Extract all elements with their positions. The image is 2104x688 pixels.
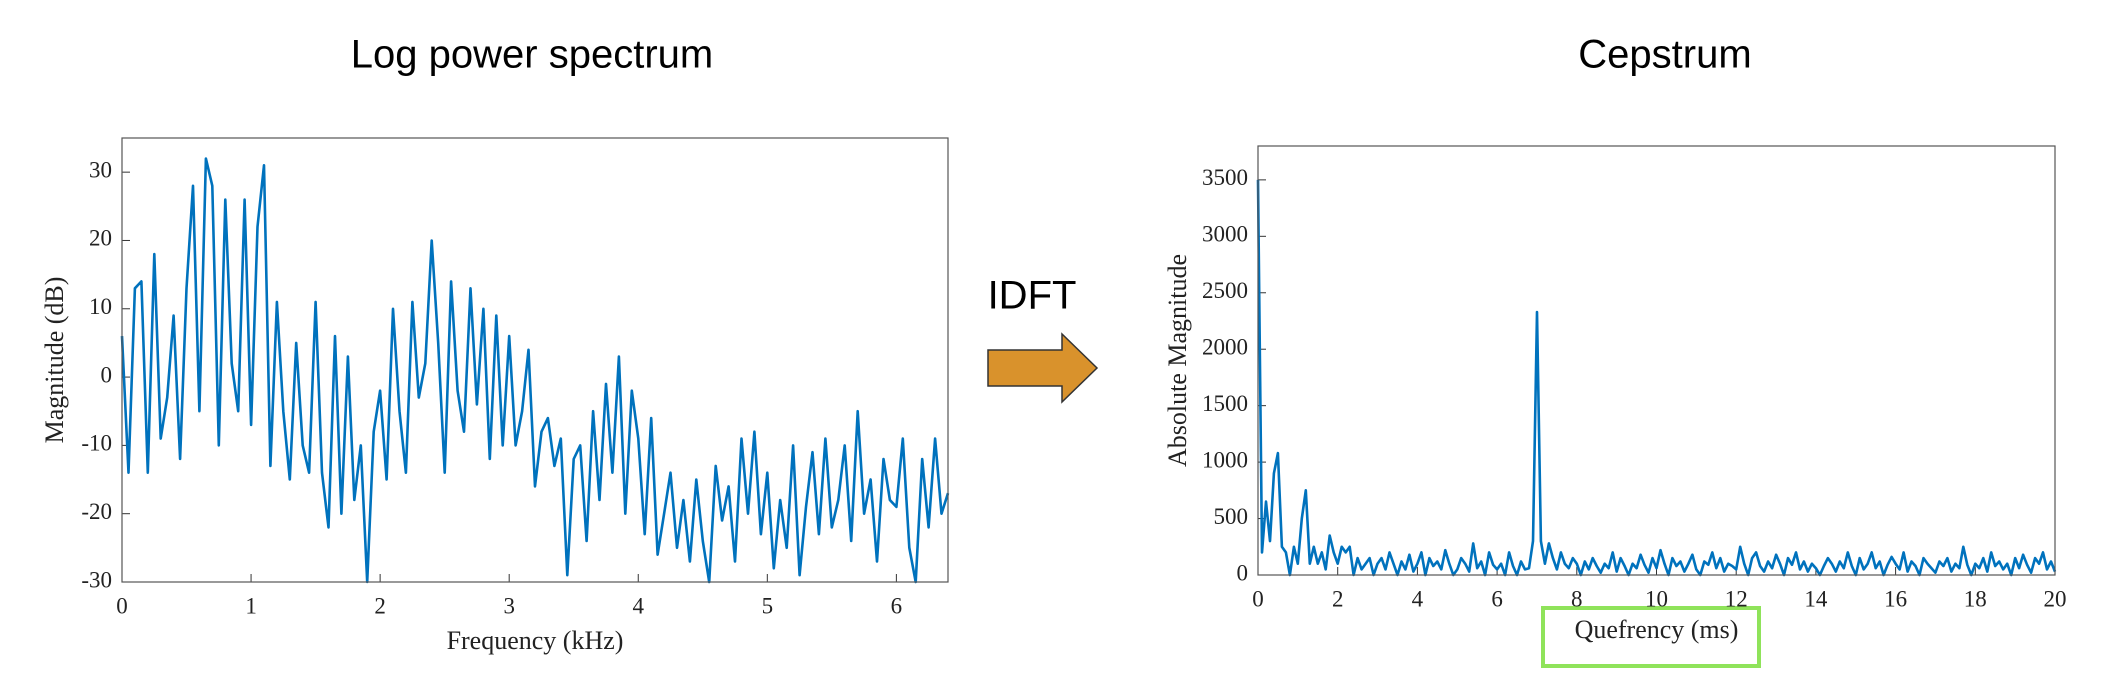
plot-frame [1257,145,2056,576]
y-axis-label: Magnitude (dB) [40,277,69,444]
x-tick-label: 6 [1491,586,1503,611]
x-tick-label: 6 [891,593,903,618]
x-tick-label: 10 [1645,586,1668,611]
x-tick-label: 4 [633,593,645,618]
y-tick-label: 2000 [1202,334,1248,359]
x-axis-label: Quefrency (ms) [1575,615,1739,644]
x-tick-label: 14 [1804,586,1828,611]
y-tick-label: 0 [101,362,113,387]
line-series [1256,179,2057,577]
y-tick-label: 3000 [1202,222,1248,247]
x-tick-label: 2 [1332,586,1344,611]
x-tick-label: 20 [2044,586,2067,611]
y-tick-label: 0 [1237,560,1249,585]
x-tick-label: 0 [116,593,128,618]
y-tick-label: -20 [81,499,112,524]
y-tick-label: 500 [1214,504,1249,529]
x-tick-label: 16 [1884,586,1907,611]
x-tick-label: 12 [1725,586,1748,611]
y-axis-label: Absolute Magnitude [1163,254,1192,467]
y-tick-label: 1000 [1202,447,1248,472]
x-tick-label: 0 [1252,586,1264,611]
line-series [120,157,950,584]
highlight-box [1541,606,1761,668]
chart-title: Cepstrum [1578,33,1751,77]
y-tick-label: 2500 [1202,278,1248,303]
x-tick-label: 8 [1571,586,1583,611]
annotation: IDFT [988,274,1077,318]
x-tick-label: 5 [762,593,774,618]
arrow [987,332,1099,404]
y-tick-label: 20 [89,226,112,251]
y-tick-label: -10 [81,431,112,456]
y-tick-label: -30 [81,567,112,592]
y-tick-label: 1500 [1202,391,1248,416]
x-tick-label: 18 [1964,586,1987,611]
x-axis-label: Frequency (kHz) [447,626,624,655]
x-tick-label: 1 [245,593,257,618]
x-tick-label: 2 [374,593,386,618]
plot-frame [121,137,949,583]
y-tick-label: 10 [89,294,112,319]
y-tick-label: 3500 [1202,165,1248,190]
x-tick-label: 4 [1412,586,1424,611]
chart-title: Log power spectrum [351,33,713,77]
x-tick-label: 3 [503,593,515,618]
y-tick-label: 30 [89,157,112,182]
